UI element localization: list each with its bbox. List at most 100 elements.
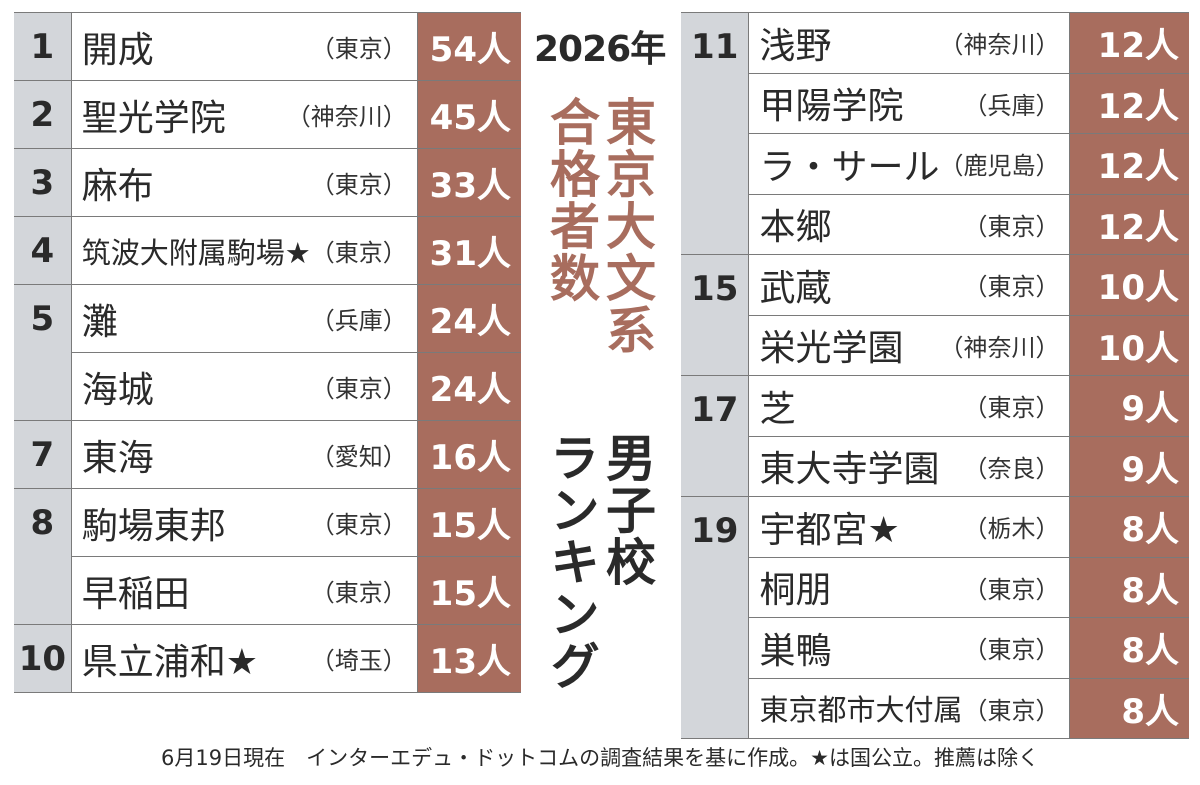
prefecture: （神奈川） — [939, 31, 1060, 60]
school-name: 武蔵 — [759, 267, 832, 309]
ranking-row: ラ・サール （鹿児島） 12人 — [681, 133, 1189, 195]
school-cell: 武蔵 （東京） — [748, 254, 1070, 316]
school-cell: 灘 （兵庫） — [71, 284, 418, 353]
passer-count: 8人 — [1069, 496, 1189, 558]
rank-number: 11 — [681, 12, 750, 255]
school-cell: 海城 （東京） — [71, 352, 418, 421]
school-cell: 甲陽学院 （兵庫） — [748, 73, 1070, 134]
school-name: 甲陽学院 — [759, 86, 904, 128]
prefecture: （鹿児島） — [939, 152, 1060, 181]
school-cell: 宇都宮★ （栃木） — [748, 496, 1070, 558]
prefecture: （東京） — [963, 575, 1060, 604]
rank-number: 3 — [14, 148, 72, 217]
prefecture: （東京） — [963, 394, 1060, 423]
ranking-row: 巣鴨 （東京） 8人 — [681, 617, 1189, 679]
prefecture: （東京） — [310, 35, 407, 63]
rank-number: 5 — [14, 284, 72, 421]
school-name: 海城 — [81, 369, 154, 411]
school-name: 本郷 — [759, 207, 832, 249]
prefecture: （東京） — [310, 171, 407, 199]
school-cell: 巣鴨 （東京） — [748, 617, 1070, 679]
school-cell: 麻布 （東京） — [71, 148, 418, 217]
ranking-row: 15 武蔵 （東京） 10人 — [681, 254, 1189, 376]
passer-count: 54人 — [416, 12, 521, 81]
ranking-table-right: 11 浅野 （神奈川） 12人 甲陽学院 （兵庫） 12人 ラ・サール （鹿児島） 12人 本郷 （東… — [681, 12, 1189, 739]
ranking-row: 5 灘 （兵庫） 24人 — [14, 284, 521, 421]
school-name: 東京都市大付属 — [759, 693, 963, 728]
ranking-row: 1 開成 （東京） 54人 — [14, 12, 521, 81]
rank-number: 4 — [14, 216, 72, 285]
prefecture: （東京） — [310, 375, 407, 403]
school-name: 筑波大附属駒場★ — [81, 235, 311, 270]
passer-count: 8人 — [1069, 678, 1189, 739]
school-name: 灘 — [81, 301, 118, 343]
ranking-row: 甲陽学院 （兵庫） 12人 — [681, 73, 1189, 134]
ranking-row: 19 宇都宮★ （栃木） 8人 — [681, 496, 1189, 739]
title-main: 東京大文系 — [598, 96, 656, 356]
prefecture: （神奈川） — [939, 333, 1060, 362]
prefecture: （埼玉） — [310, 647, 407, 675]
passer-count: 9人 — [1069, 375, 1189, 437]
prefecture: （東京） — [963, 696, 1060, 725]
passer-count: 31人 — [416, 216, 521, 285]
school-cell: 開成 （東京） — [71, 12, 418, 81]
school-cell: 県立浦和★ （埼玉） — [71, 624, 418, 693]
prefecture: （愛知） — [310, 443, 407, 471]
school-cell: 早稲田 （東京） — [71, 556, 418, 625]
school-cell: 栄光学園 （神奈川） — [748, 315, 1070, 376]
rank-number: 1 — [14, 12, 72, 81]
school-name: 県立浦和★ — [81, 641, 259, 683]
school-cell: ラ・サール （鹿児島） — [748, 133, 1070, 195]
ranking-row: 桐朋 （東京） 8人 — [681, 557, 1189, 618]
prefecture: （奈良） — [963, 454, 1060, 483]
rank-number: 2 — [14, 80, 72, 149]
school-name: ラ・サール — [759, 146, 940, 188]
school-name: 浅野 — [759, 25, 832, 67]
passer-count: 13人 — [416, 624, 521, 693]
rank-number: 17 — [681, 375, 750, 497]
school-cell: 筑波大附属駒場★ （東京） — [71, 216, 418, 285]
ranking-row: 4 筑波大附属駒場★ （東京） 31人 — [14, 216, 521, 285]
passer-count: 12人 — [1069, 12, 1189, 74]
school-name: 桐朋 — [759, 570, 832, 612]
ranking-row: 本郷 （東京） 12人 — [681, 194, 1189, 255]
rank-number: 19 — [681, 496, 750, 739]
passer-count: 16人 — [416, 420, 521, 489]
prefecture: （東京） — [310, 239, 407, 267]
prefecture: （栃木） — [963, 515, 1060, 544]
ranking-row: 東大寺学園 （奈良） 9人 — [681, 436, 1189, 497]
passer-count: 10人 — [1069, 254, 1189, 316]
prefecture: （東京） — [310, 511, 407, 539]
rank-number: 7 — [14, 420, 72, 489]
passer-count: 24人 — [416, 284, 521, 353]
passer-count: 10人 — [1069, 315, 1189, 376]
school-cell: 東大寺学園 （奈良） — [748, 436, 1070, 497]
school-name: 巣鴨 — [759, 630, 832, 672]
passer-count: 9人 — [1069, 436, 1189, 497]
rank-number: 15 — [681, 254, 750, 376]
school-name: 芝 — [759, 388, 796, 430]
ranking-row: 8 駒場東邦 （東京） 15人 — [14, 488, 521, 625]
prefecture: （東京） — [963, 273, 1060, 302]
title-boys-school: 男子校 — [598, 432, 656, 588]
school-name: 栄光学園 — [759, 328, 904, 370]
ranking-row: 11 浅野 （神奈川） 12人 — [681, 12, 1189, 255]
ranking-row: 東京都市大付属 （東京） 8人 — [681, 678, 1189, 739]
school-cell: 桐朋 （東京） — [748, 557, 1070, 618]
ranking-row: 2 聖光学院 （神奈川） 45人 — [14, 80, 521, 149]
ranking-table-left: 1 開成 （東京） 54人 2 聖光学院 （神奈川） 45人 3 麻布 （東京） 33人 4 筑波大附属駒… — [14, 12, 521, 693]
passer-count: 12人 — [1069, 73, 1189, 134]
rank-number: 10 — [14, 624, 72, 693]
school-cell: 芝 （東京） — [748, 375, 1070, 437]
school-name: 東大寺学園 — [759, 449, 940, 491]
prefecture: （東京） — [963, 636, 1060, 665]
school-name: 開成 — [81, 29, 154, 71]
prefecture: （兵庫） — [963, 91, 1060, 120]
school-name: 東海 — [81, 437, 154, 479]
school-name: 駒場東邦 — [81, 505, 226, 547]
prefecture: （神奈川） — [286, 103, 407, 131]
school-name: 麻布 — [81, 165, 154, 207]
school-cell: 駒場東邦 （東京） — [71, 488, 418, 557]
school-cell: 東京都市大付属 （東京） — [748, 678, 1070, 739]
school-cell: 東海 （愛知） — [71, 420, 418, 489]
